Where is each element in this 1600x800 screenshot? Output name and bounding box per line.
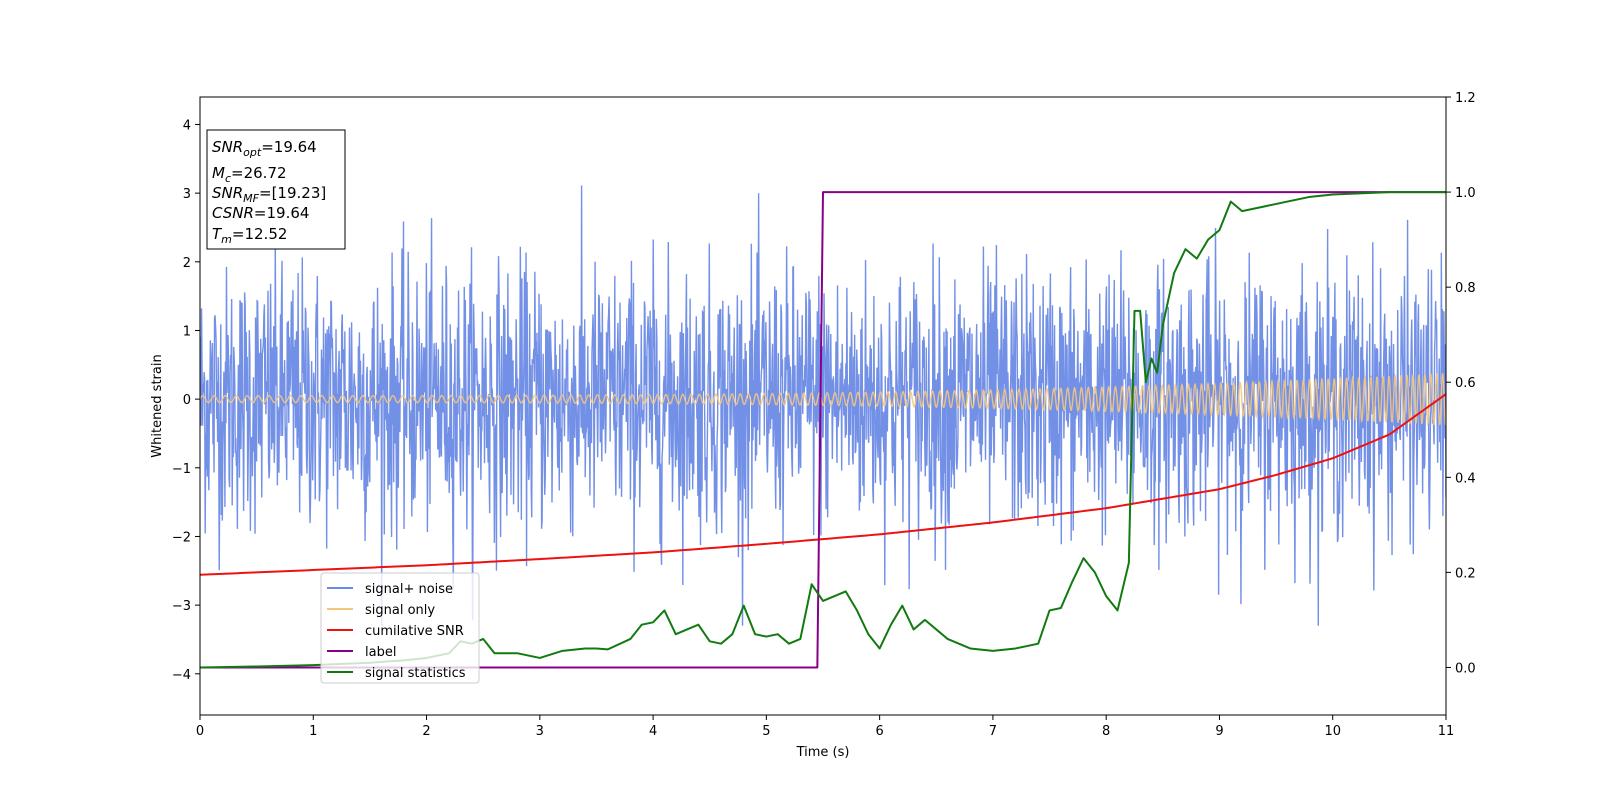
plot-frame: [199, 96, 1447, 716]
x-tick-label: 9: [1215, 724, 1223, 739]
info-box-frame: [206, 129, 346, 250]
legend-frame: [320, 572, 480, 684]
y-tick-left-label: 4: [183, 118, 191, 133]
series-line: [200, 191, 1446, 669]
legend-item: label: [327, 645, 396, 660]
y-tick-left-label: −4: [172, 668, 191, 683]
x-tick-label: 3: [536, 724, 544, 739]
y-tick-left-label: 0: [183, 393, 191, 408]
x-tick-label: 5: [762, 724, 770, 739]
legend: signal+ noise signal only cumilative SNR la…: [320, 572, 480, 684]
y-tick-left-label: 1: [183, 324, 191, 339]
info-snr-mf: SNRMF=[19.23]: [212, 184, 326, 205]
series-cumilative-snr: [200, 393, 1446, 576]
y-tick-left-label: 2: [183, 256, 191, 271]
y-tick-right-label: 0.0: [1455, 661, 1476, 676]
x-tick-label: 8: [1102, 724, 1110, 739]
series-layer: [200, 185, 1446, 669]
y-tick-left-label: −3: [172, 599, 191, 614]
x-tick-label: 2: [422, 724, 430, 739]
y-tick-left-label: 3: [183, 187, 191, 202]
legend-item: cumilative SNR: [327, 624, 464, 639]
legend-item: signal statistics: [327, 666, 466, 681]
x-tick-label: 10: [1324, 724, 1341, 739]
x-tick-label: 4: [649, 724, 657, 739]
y-tick-left-label: −1: [172, 462, 191, 477]
x-tick-label: 11: [1438, 724, 1455, 739]
x-tick-label: 7: [989, 724, 997, 739]
y-axis-label: Whitened strain: [150, 354, 165, 457]
legend-item: signal only: [327, 603, 435, 618]
y-tick-left-label: −2: [172, 530, 191, 545]
info-mc: Mc=26.72: [212, 164, 287, 185]
legend-label: signal only: [365, 603, 435, 618]
x-tick-label: 1: [309, 724, 317, 739]
series-line: [200, 373, 1446, 427]
x-axis-label: Time (s): [796, 745, 850, 760]
x-tick-label: 6: [875, 724, 883, 739]
series-signal-only: [200, 373, 1446, 427]
legend-label: label: [365, 645, 396, 660]
y-tick-right-label: 0.2: [1455, 566, 1476, 581]
legend-item: signal+ noise: [327, 582, 453, 597]
info-csnr: CSNR=19.64: [212, 204, 309, 222]
axes-layer: 0 1 2 3 4 5 6 7 8 9 10 11 −4 −3 −2 −1 0 1 2 3 4 0.0 0.2 0.4 0.6 0…: [172, 91, 1476, 739]
info-snr-opt: SNRopt=19.64: [212, 138, 317, 159]
series-signal-statistics: [200, 191, 1446, 669]
info-tm: Tm=12.52: [212, 225, 287, 246]
series-label: [200, 191, 1446, 669]
y-tick-right-label: 0.8: [1455, 281, 1476, 296]
y-tick-right-label: 1.2: [1455, 91, 1476, 106]
legend-label: cumilative SNR: [365, 624, 464, 639]
x-tick-label: 0: [196, 724, 204, 739]
y-tick-right-label: 0.6: [1455, 376, 1476, 391]
legend-label: signal statistics: [365, 666, 466, 681]
series-line: [200, 191, 1446, 669]
info-box: SNRopt=19.64 Mc=26.72 SNRMF=[19.23] CSNR…: [206, 129, 346, 250]
y-tick-right-label: 0.4: [1455, 471, 1476, 486]
y-tick-right-label: 1.0: [1455, 186, 1476, 201]
legend-label: signal+ noise: [365, 582, 453, 597]
series-line: [200, 393, 1446, 576]
